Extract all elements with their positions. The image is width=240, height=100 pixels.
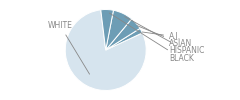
Wedge shape [106, 28, 142, 50]
Wedge shape [106, 19, 140, 50]
Text: BLACK: BLACK [109, 13, 194, 63]
Wedge shape [101, 10, 114, 50]
Text: ASIAN: ASIAN [137, 26, 192, 48]
Text: HISPANIC: HISPANIC [125, 17, 204, 56]
Wedge shape [65, 10, 146, 90]
Wedge shape [106, 10, 132, 50]
Text: A.I.: A.I. [142, 32, 181, 41]
Text: WHITE: WHITE [48, 21, 90, 74]
